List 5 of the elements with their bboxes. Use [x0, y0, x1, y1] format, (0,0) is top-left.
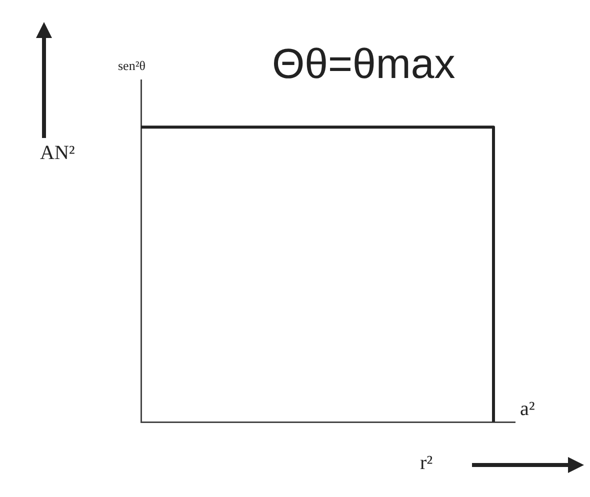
- x-axis-title: r²: [420, 452, 433, 475]
- chart-title: Θθ=θmax: [272, 40, 456, 88]
- y-axis-title: AN²: [40, 142, 75, 165]
- annotation: a²: [520, 398, 535, 421]
- text: sen²θ: [118, 58, 146, 74]
